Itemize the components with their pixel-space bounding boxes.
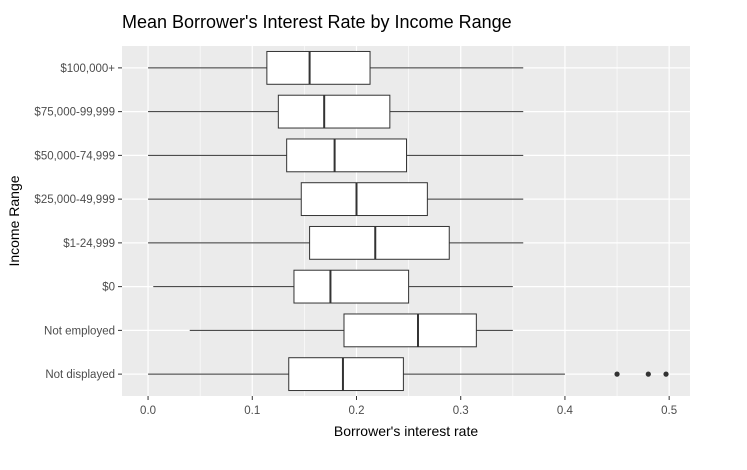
box-$1-24,999 bbox=[148, 225, 524, 260]
x-tick-label: 0.2 bbox=[348, 405, 364, 417]
y-tick-label: $75,000-99,999 bbox=[34, 107, 115, 119]
y-tick-label: $25,000-49,999 bbox=[34, 194, 115, 206]
box-iqr bbox=[300, 182, 428, 217]
box-$50,000-74,999 bbox=[148, 138, 524, 173]
y-tick-label: $0 bbox=[102, 282, 115, 294]
y-tick-label: Not displayed bbox=[45, 369, 115, 381]
box-iqr bbox=[266, 50, 371, 85]
x-axis-title: Borrower's interest rate bbox=[334, 423, 478, 439]
box-iqr bbox=[277, 94, 391, 129]
box-$25,000-49,999 bbox=[148, 182, 524, 217]
box-iqr bbox=[293, 269, 410, 304]
outlier-point bbox=[614, 371, 620, 377]
box-iqr bbox=[286, 138, 408, 173]
x-axis: 0.0 0.1 0.2 0.3 0.4 0.5 bbox=[140, 396, 677, 417]
y-tick-label: $100,000+ bbox=[60, 63, 115, 75]
box-$100,000+ bbox=[148, 50, 524, 85]
box-Not employed bbox=[189, 313, 513, 348]
box-$0 bbox=[153, 269, 513, 304]
boxes-layer bbox=[148, 50, 669, 392]
y-axis: $100,000+ $75,000-99,999 $50,000-74,999 $25… bbox=[34, 63, 122, 381]
box-$75,000-99,999 bbox=[148, 94, 524, 129]
x-tick-label: 0.0 bbox=[140, 405, 156, 417]
box-iqr bbox=[343, 313, 477, 348]
box-iqr bbox=[309, 225, 450, 260]
x-tick-label: 0.3 bbox=[453, 405, 469, 417]
y-axis-title: Income Range bbox=[6, 175, 22, 266]
box-Not displayed bbox=[148, 357, 669, 392]
x-tick-label: 0.5 bbox=[661, 405, 677, 417]
x-tick-label: 0.1 bbox=[244, 405, 260, 417]
outlier-point bbox=[645, 371, 651, 377]
box-iqr bbox=[288, 357, 404, 392]
chart-title: Mean Borrower's Interest Rate by Income … bbox=[122, 12, 512, 32]
x-tick-label: 0.4 bbox=[557, 405, 574, 417]
y-tick-label: Not employed bbox=[44, 325, 115, 337]
y-tick-label: $50,000-74,999 bbox=[34, 150, 115, 162]
outlier-point bbox=[663, 371, 669, 377]
y-tick-label: $1-24,999 bbox=[63, 238, 115, 250]
